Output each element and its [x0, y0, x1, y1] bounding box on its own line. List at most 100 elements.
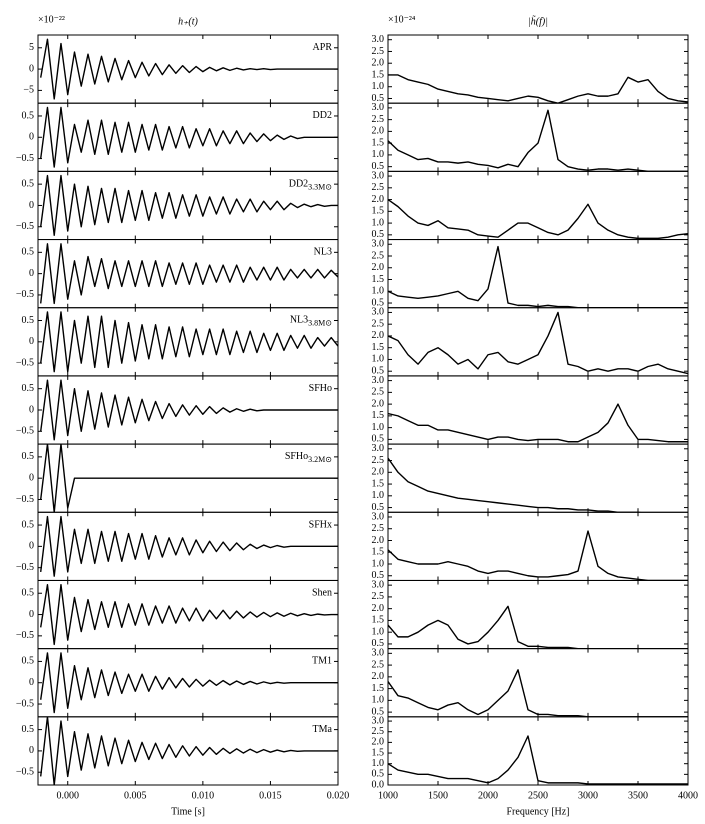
y-tick-label: 2.0	[372, 58, 385, 69]
x-tick-label: 0.010	[192, 790, 215, 801]
y-tick-label: 2.5	[372, 114, 385, 125]
panel-label: TM1	[312, 656, 332, 667]
panel-name: DD2	[313, 110, 332, 121]
panel-name: NL3	[314, 247, 332, 258]
y-tick-label: 1.0	[372, 558, 385, 569]
x-tick-label: 1000	[378, 790, 398, 801]
y-tick-label: 3.0	[372, 443, 385, 454]
y-tick-label: 0.5	[372, 769, 385, 780]
panel-label: Shen	[312, 588, 332, 599]
panel-label: NL33.8M⊙	[290, 315, 332, 328]
y-tick-label: 1.5	[372, 410, 385, 421]
signal-line	[40, 311, 338, 373]
panel-name-sub: 3.2M⊙	[308, 455, 332, 464]
y-tick-label: 0.5	[22, 178, 35, 189]
x-tick-label: 3000	[578, 790, 598, 801]
y-tick-label: 2.5	[372, 659, 385, 670]
panel-label: NL3	[314, 247, 332, 258]
y-tick-label: 0.5	[372, 366, 385, 377]
x-tick-label: 4000	[678, 790, 698, 801]
y-tick-label: 2.0	[372, 194, 385, 205]
panel-name: SFHo	[285, 451, 308, 462]
panel-name: SFHo	[309, 383, 332, 394]
signal-line	[40, 379, 338, 441]
y-tick-label: 0.5	[22, 656, 35, 667]
signal-line	[388, 311, 688, 375]
panel-frame	[387, 579, 689, 650]
panel-frame	[37, 239, 339, 309]
y-tick-label: 0.5	[372, 706, 385, 717]
panel-name: APR	[313, 42, 333, 53]
panel-label: SFHo	[309, 383, 332, 394]
y-tick-label: 2.0	[372, 535, 385, 546]
signal-line	[388, 735, 688, 785]
y-tick-label: 0.5	[22, 383, 35, 394]
y-tick-label: 1.0	[372, 286, 385, 297]
y-tick-label: 0.5	[22, 451, 35, 462]
y-tick-label: 1.0	[372, 217, 385, 228]
y-tick-label: 0.5	[372, 93, 385, 104]
y-tick-label: 2.0	[372, 330, 385, 341]
y-tick-label: −0.5	[16, 426, 34, 437]
y-tick-label: 2.0	[372, 398, 385, 409]
panel-frame	[387, 102, 689, 172]
y-tick-label: −0.5	[16, 767, 34, 778]
y-tick-label: 1.0	[372, 149, 385, 160]
y-tick-label: 0	[29, 336, 34, 347]
y-tick-label: −0.5	[16, 221, 34, 232]
signal-line	[388, 457, 644, 513]
y-tick-label: 3.0	[372, 511, 385, 522]
signal-line	[40, 584, 338, 646]
y-tick-label: 0.5	[22, 110, 35, 121]
y-tick-label: 0.5	[372, 502, 385, 513]
panel-label: TMa	[313, 724, 333, 735]
signal-line	[40, 38, 338, 100]
panel-name: SFHx	[309, 520, 332, 531]
x-tick-label: 2500	[528, 790, 548, 801]
signal-line	[40, 515, 338, 577]
y-tick-label: 0.5	[22, 315, 35, 326]
y-tick-label: 2.5	[372, 523, 385, 534]
y-tick-label: 2.5	[372, 250, 385, 261]
panel-frame	[387, 307, 689, 377]
y-tick-label: −0.5	[16, 562, 34, 573]
y-tick-label: 0.5	[372, 638, 385, 649]
panel-name: TM1	[312, 656, 332, 667]
y-tick-label: 1.0	[372, 354, 385, 365]
panel-name: NL3	[290, 315, 308, 326]
y-tick-label: −5	[23, 85, 34, 96]
y-tick-label: 2.5	[372, 318, 385, 329]
panel-label: SFHo3.2M⊙	[285, 451, 332, 464]
panel-frame	[387, 375, 689, 445]
y-tick-label: 0.5	[22, 588, 35, 599]
y-tick-label: 3.0	[372, 648, 385, 659]
y-tick-label: 3.0	[372, 579, 385, 590]
y-tick-label: 0.5	[22, 724, 35, 735]
signal-line	[388, 403, 688, 443]
signal-line	[40, 652, 338, 714]
y-tick-label: 1.5	[372, 615, 385, 626]
y-tick-label: 1.5	[372, 747, 385, 758]
signal-line	[388, 530, 688, 581]
y-tick-label: 0.5	[372, 229, 385, 240]
y-tick-label: 2.0	[372, 671, 385, 682]
panel-frame	[387, 648, 689, 718]
panel-label: DD2	[313, 110, 332, 121]
y-tick-label: 2.5	[372, 455, 385, 466]
y-tick-label: 2.5	[372, 726, 385, 737]
y-tick-label: 3.0	[372, 102, 385, 113]
y-tick-label: 2.5	[372, 46, 385, 57]
y-tick-label: 1.5	[372, 137, 385, 148]
y-tick-label: 2.5	[372, 182, 385, 193]
signal-line	[40, 106, 338, 168]
y-tick-label: 2.0	[372, 603, 385, 614]
x-axis-label: Time [s]	[171, 806, 205, 817]
y-tick-label: 3.0	[372, 307, 385, 318]
panel-name: DD2	[289, 179, 308, 190]
y-tick-label: −0.5	[16, 494, 34, 505]
y-tick-label: 1.5	[372, 683, 385, 694]
y-tick-label: 0	[29, 63, 34, 74]
x-tick-label: 0.000	[56, 790, 79, 801]
panel-frame	[387, 34, 689, 104]
x-tick-label: 3500	[628, 790, 648, 801]
